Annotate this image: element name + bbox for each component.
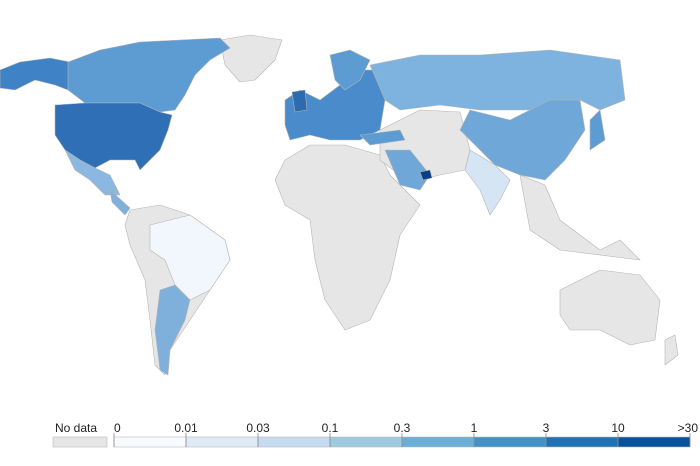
legend-bin	[473, 436, 547, 448]
legend-tick-label: 0.01	[174, 421, 198, 435]
uae	[419, 169, 433, 181]
china	[459, 99, 586, 181]
legend-tick-label: >30	[678, 421, 699, 435]
legend-tick-label: 0.1	[322, 421, 339, 435]
legend-tick-label: 0.3	[394, 421, 411, 435]
no-data-swatch	[52, 436, 108, 448]
legend-bin	[185, 436, 259, 448]
legend-bin	[113, 436, 187, 448]
turkey	[359, 129, 406, 146]
brazil	[149, 214, 231, 301]
legend-tick-label: 10	[611, 421, 625, 435]
japan	[589, 109, 606, 151]
saudi-arabia	[384, 149, 431, 191]
southeast-asia	[519, 174, 641, 261]
argentina	[154, 284, 191, 376]
new-zealand	[664, 334, 679, 366]
legend-bin	[329, 436, 403, 448]
legend-tick-label: 3	[543, 421, 550, 435]
mexico	[64, 149, 121, 196]
legend-bin	[545, 436, 619, 448]
europe	[284, 69, 386, 141]
russia	[369, 49, 626, 111]
legend-tick-label: 0.03	[246, 421, 270, 435]
no-data-label: No data	[55, 421, 97, 435]
india	[464, 149, 511, 216]
legend-tick-label: 1	[471, 421, 478, 435]
central-america	[109, 189, 131, 216]
legend-bin	[257, 436, 331, 448]
world-map	[0, 34, 679, 376]
legend-bin	[401, 436, 475, 448]
africa	[274, 144, 421, 331]
united-kingdom	[291, 89, 308, 113]
legend-tick-label: 0	[114, 421, 121, 435]
legend: No data 0 0.01 0.03 0.1 0.3 1 3 10 >30	[52, 421, 699, 448]
legend-bin	[617, 436, 691, 448]
scandinavia	[329, 49, 371, 91]
canada	[67, 37, 231, 113]
alaska	[0, 57, 71, 91]
greenland	[219, 34, 283, 83]
australia	[559, 269, 661, 346]
